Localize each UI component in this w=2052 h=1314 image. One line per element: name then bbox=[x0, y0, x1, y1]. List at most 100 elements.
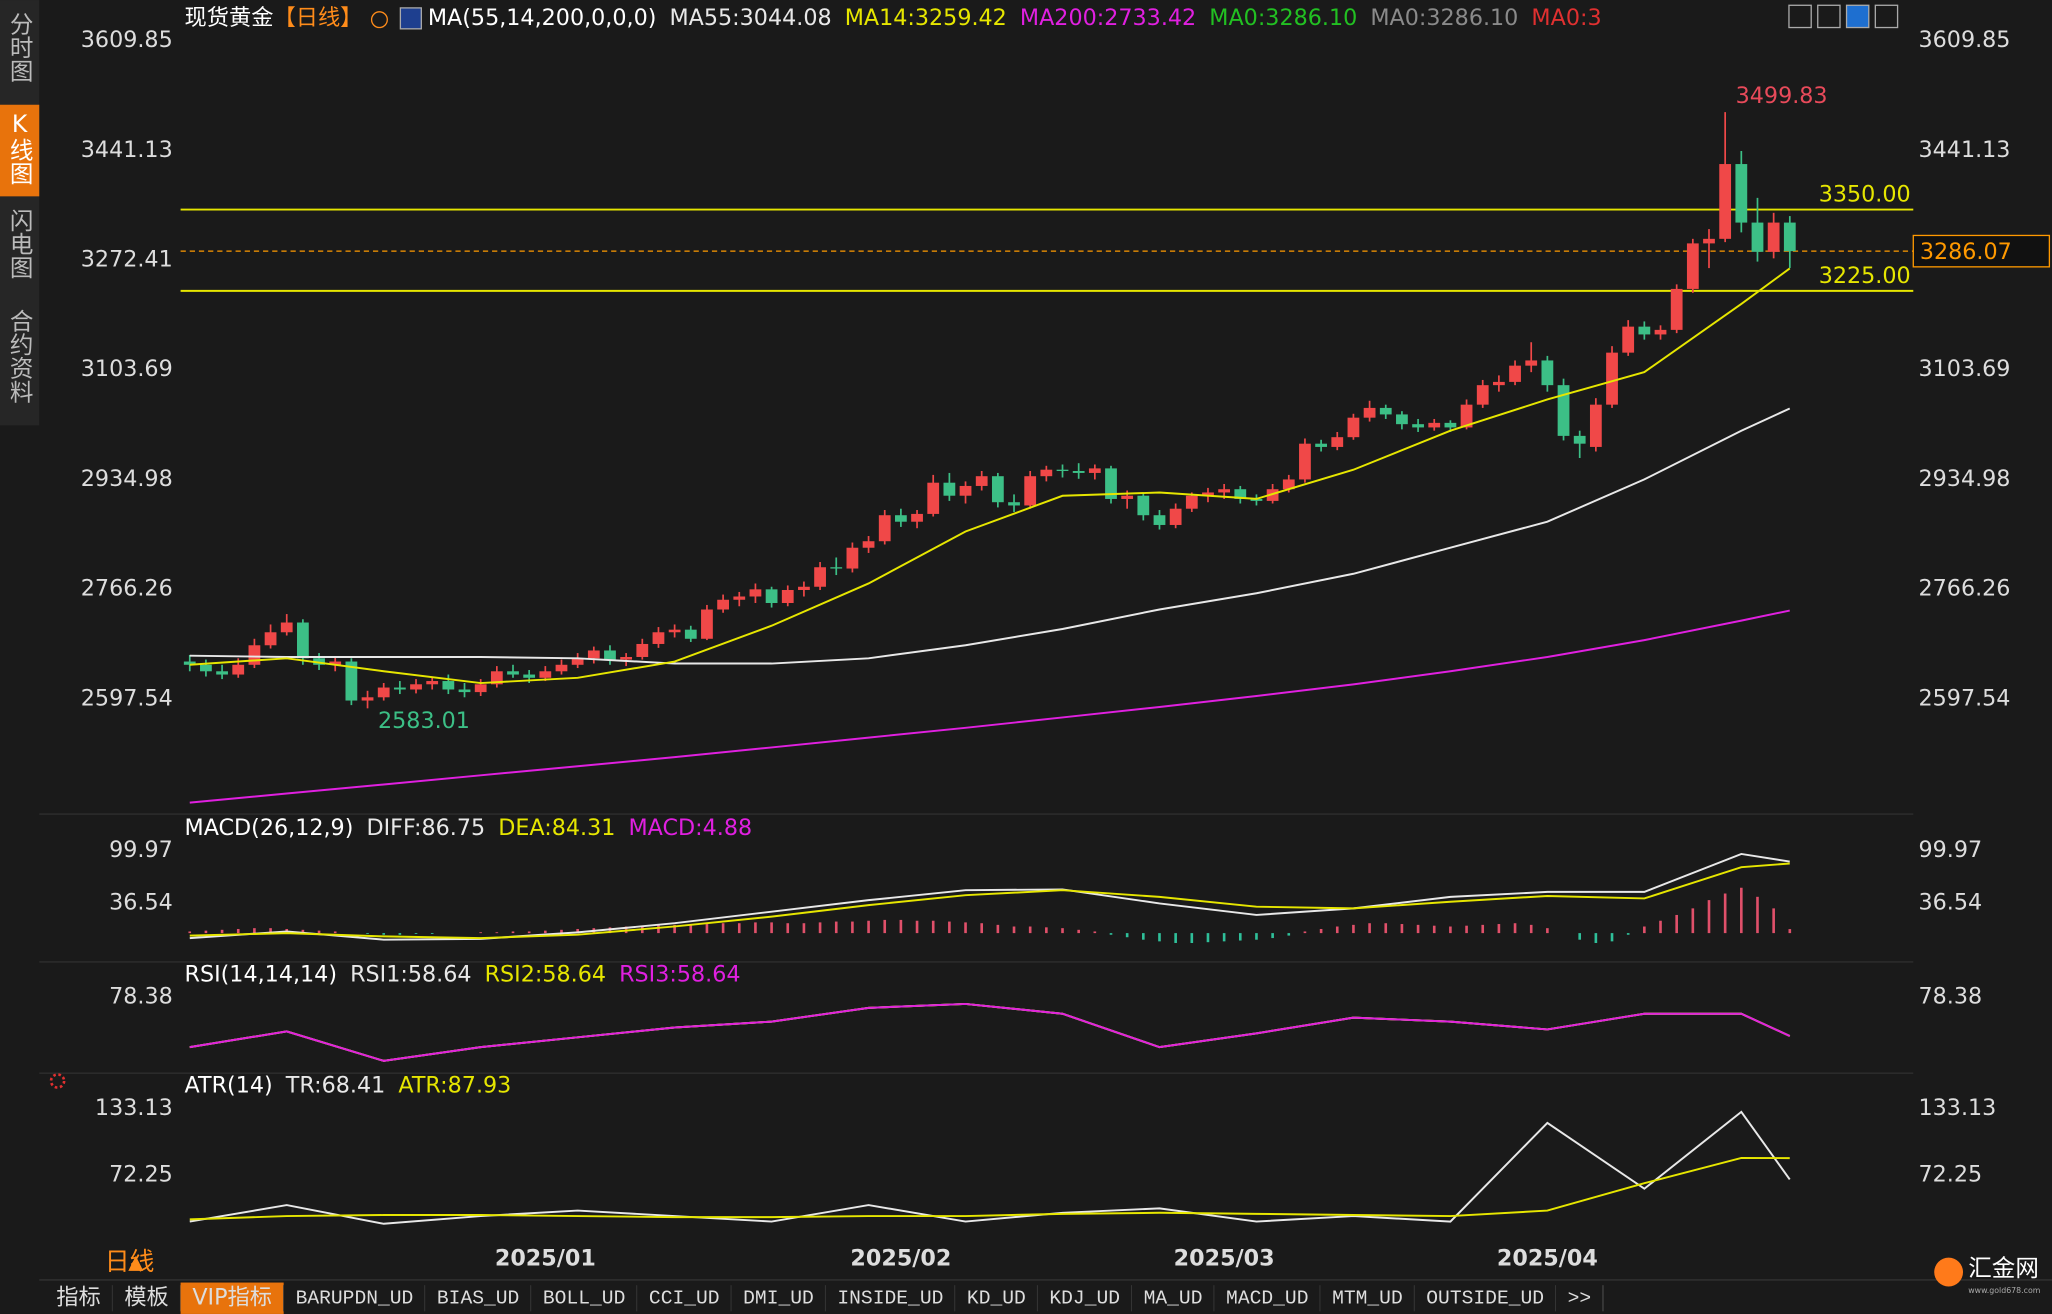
candle-body bbox=[1412, 424, 1424, 428]
tab-bg[interactable] bbox=[825, 1282, 956, 1314]
legend-entry: RSI2:58.64 bbox=[485, 962, 606, 988]
histogram-bar bbox=[576, 928, 579, 934]
candle-body bbox=[652, 632, 665, 644]
tab-bg[interactable] bbox=[731, 1282, 826, 1314]
candle-body bbox=[361, 697, 374, 701]
candle-body bbox=[1589, 404, 1602, 447]
candle-body bbox=[1250, 498, 1263, 501]
icon[interactable] bbox=[1874, 4, 1899, 29]
icon[interactable] bbox=[1845, 4, 1870, 29]
tab[interactable]: 模板 bbox=[124, 1285, 168, 1311]
title: ATR(14) bbox=[185, 1073, 273, 1099]
timeframe-arrow[interactable]: ▲ bbox=[128, 1250, 144, 1273]
histogram-bar bbox=[188, 931, 192, 934]
tab-bg[interactable] bbox=[531, 1282, 638, 1314]
candle-body bbox=[862, 541, 875, 548]
tab[interactable]: OUTSIDE_UD bbox=[1426, 1287, 1544, 1309]
line-series bbox=[189, 852, 1790, 941]
icon bbox=[49, 1073, 66, 1089]
candle-body bbox=[410, 684, 422, 690]
candle-body bbox=[1428, 422, 1441, 428]
histogram-bar bbox=[1125, 933, 1129, 938]
indicator: MA(55,14,200,0,0,0) bbox=[428, 5, 657, 31]
histogram-bar bbox=[1740, 887, 1743, 934]
histogram-bar bbox=[1271, 933, 1274, 939]
line-series bbox=[189, 1156, 1790, 1221]
histogram-bar bbox=[689, 924, 693, 934]
tab[interactable]: MA_UD bbox=[1144, 1287, 1203, 1309]
tab[interactable]: CCI_UD bbox=[649, 1287, 720, 1309]
tab-bg[interactable] bbox=[1320, 1282, 1415, 1314]
tab-bg[interactable] bbox=[1555, 1282, 1603, 1314]
candle-body bbox=[1686, 243, 1699, 289]
histogram-bar bbox=[1610, 933, 1614, 942]
y-tick-label: 36.54 bbox=[109, 889, 173, 915]
histogram-bar bbox=[1303, 931, 1307, 934]
histogram-bar bbox=[253, 928, 256, 934]
candle-body bbox=[636, 643, 649, 657]
tab-bg[interactable] bbox=[1214, 1282, 1321, 1314]
y-tick-label: 3609.85 bbox=[81, 27, 173, 53]
timeframe[interactable]: 日线 bbox=[105, 1247, 155, 1276]
last-price-label: 3286.07 bbox=[1920, 239, 2012, 265]
histogram-bar bbox=[366, 933, 369, 934]
candle-body bbox=[895, 515, 907, 522]
tab-bg[interactable] bbox=[1037, 1282, 1132, 1314]
candle-body bbox=[264, 632, 277, 646]
candle-body bbox=[507, 671, 519, 675]
candle-body bbox=[1557, 385, 1570, 436]
candle-body bbox=[1751, 222, 1764, 252]
tab[interactable]: DMI_UD bbox=[743, 1287, 814, 1309]
icon[interactable] bbox=[1788, 4, 1812, 29]
icon[interactable] bbox=[1817, 4, 1841, 29]
tab[interactable]: KDJ_UD bbox=[1049, 1287, 1120, 1309]
candle-body bbox=[733, 596, 746, 600]
toolbar-icons[interactable] bbox=[1788, 4, 1899, 29]
histogram-bar bbox=[1416, 924, 1420, 934]
tab-bg[interactable] bbox=[637, 1282, 732, 1314]
candle-body bbox=[846, 547, 859, 569]
sidebar-tab[interactable]: K线图 bbox=[6, 110, 34, 185]
x-tick-label: 2025/01 bbox=[495, 1245, 596, 1271]
tab-bg[interactable] bbox=[425, 1282, 532, 1314]
tab-bg[interactable] bbox=[283, 1282, 426, 1314]
tab[interactable]: BIAS_UD bbox=[437, 1287, 519, 1309]
histogram-bar bbox=[269, 928, 272, 934]
hline-label: 3350.00 bbox=[1819, 182, 1911, 208]
tab-bg[interactable] bbox=[955, 1282, 1038, 1314]
icon bbox=[370, 11, 388, 29]
candle-body bbox=[701, 609, 713, 639]
tab[interactable]: INSIDE_UD bbox=[837, 1287, 943, 1309]
candle-body bbox=[749, 589, 762, 597]
y-tick-label: 2597.54 bbox=[81, 685, 173, 711]
tab-bg[interactable] bbox=[44, 1282, 113, 1314]
tab-bg[interactable] bbox=[112, 1282, 181, 1314]
candle-body bbox=[1622, 326, 1635, 353]
sidebar-tab[interactable]: 闪电图 bbox=[6, 208, 34, 279]
histogram-bar bbox=[1206, 933, 1210, 943]
tab[interactable]: 指标 bbox=[56, 1285, 100, 1311]
tab-bg[interactable] bbox=[1131, 1282, 1215, 1314]
tab[interactable]: BARUPDN_UD bbox=[296, 1287, 414, 1309]
tab[interactable]: MTM_UD bbox=[1332, 1287, 1403, 1309]
tab[interactable]: KD_UD bbox=[967, 1287, 1026, 1309]
sidebar-tab[interactable]: 分时图 bbox=[6, 12, 34, 83]
tab[interactable]: BOLL_UD bbox=[543, 1287, 625, 1309]
histogram-bar bbox=[382, 933, 386, 935]
y-tick-label: 3441.13 bbox=[1919, 137, 2011, 163]
tab-bg[interactable] bbox=[180, 1282, 284, 1314]
tab[interactable]: >> bbox=[1568, 1287, 1592, 1309]
tab[interactable]: MACD_UD bbox=[1226, 1287, 1308, 1309]
candle-body bbox=[1008, 502, 1020, 506]
candle-body bbox=[232, 664, 245, 675]
sidebar-tab[interactable]: 合约资料 bbox=[6, 309, 34, 404]
histogram-bar bbox=[301, 929, 305, 934]
histogram-bar bbox=[1546, 928, 1549, 934]
candle-body bbox=[927, 482, 940, 514]
y-tick-label: 72.25 bbox=[109, 1162, 173, 1188]
y-tick-label: 3609.85 bbox=[1919, 27, 2011, 53]
tab-bg[interactable] bbox=[1414, 1282, 1556, 1314]
tab[interactable]: VIP指标 bbox=[192, 1285, 272, 1311]
candle-body bbox=[684, 629, 697, 639]
candle-body bbox=[1654, 329, 1667, 335]
